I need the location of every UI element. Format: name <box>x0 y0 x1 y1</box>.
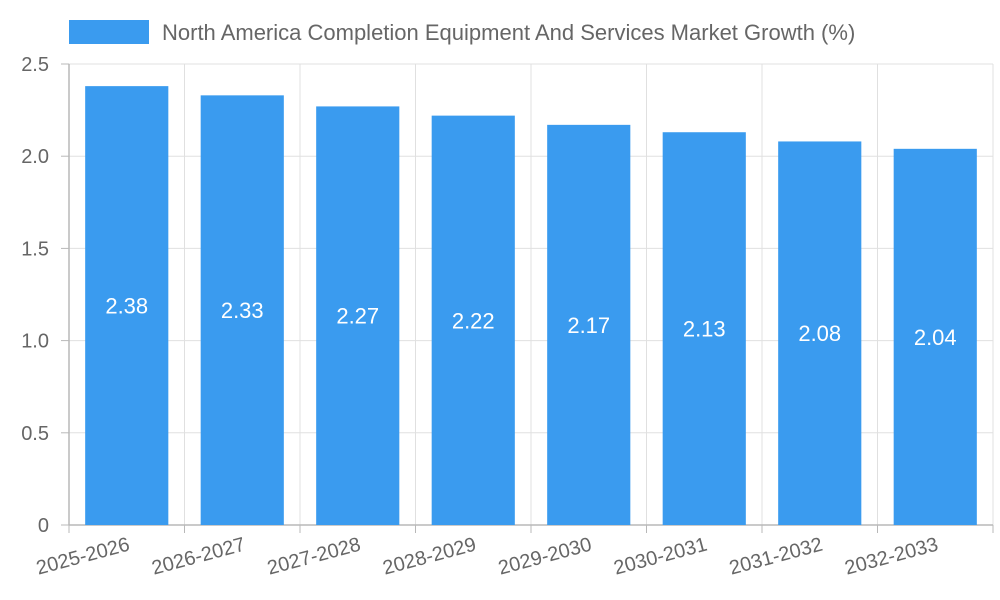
x-tick-label: 2025-2026 <box>34 534 132 580</box>
bar-value-label: 2.13 <box>683 317 726 342</box>
bar-2026-2027 <box>200 95 284 526</box>
x-tick-label: 2026-2027 <box>149 534 247 580</box>
y-tick-label: 2.5 <box>21 54 49 76</box>
x-tick-label: 2028-2029 <box>380 534 478 580</box>
bar-value-label: 2.33 <box>221 298 264 323</box>
bar-value-label: 2.38 <box>105 294 148 319</box>
bar-2028-2029 <box>431 115 515 526</box>
bar-2032-2033 <box>893 148 977 525</box>
x-tick-label: 2027-2028 <box>265 534 363 580</box>
y-axis-ticks: 0 0.5 1.0 1.5 2.0 2.5 <box>21 54 69 537</box>
y-tick-label: 0 <box>38 515 49 537</box>
bar-value-label: 2.27 <box>336 304 379 329</box>
x-tick-label: 2031-2032 <box>727 534 825 580</box>
y-tick-label: 2.0 <box>21 146 49 168</box>
bar-2031-2032 <box>778 141 862 525</box>
bar-2030-2031 <box>662 132 746 525</box>
bar-value-labels: 2.38 2.33 2.27 2.22 2.17 2.13 2.08 2.04 <box>105 294 956 350</box>
x-tick-label: 2032-2033 <box>842 534 940 580</box>
bar-2029-2030 <box>547 124 631 526</box>
bars <box>85 86 977 526</box>
bar-2027-2028 <box>316 106 400 526</box>
bar-value-label: 2.17 <box>567 313 610 338</box>
legend-label: North America Completion Equipment And S… <box>162 20 855 45</box>
legend-swatch <box>69 20 149 44</box>
bar-value-label: 2.22 <box>452 308 495 333</box>
x-axis-ticks: 2025-2026 2026-2027 2027-2028 2028-2029 2029… <box>34 525 994 580</box>
bar-2025-2026 <box>85 86 169 526</box>
y-tick-label: 1.5 <box>21 238 49 260</box>
legend: North America Completion Equipment And S… <box>69 20 855 45</box>
bar-value-label: 2.08 <box>798 321 841 346</box>
y-tick-label: 0.5 <box>21 423 49 445</box>
bar-value-label: 2.04 <box>914 325 957 350</box>
x-tick-label: 2029-2030 <box>496 534 594 580</box>
y-tick-label: 1.0 <box>21 331 49 353</box>
x-tick-label: 2030-2031 <box>611 534 709 580</box>
